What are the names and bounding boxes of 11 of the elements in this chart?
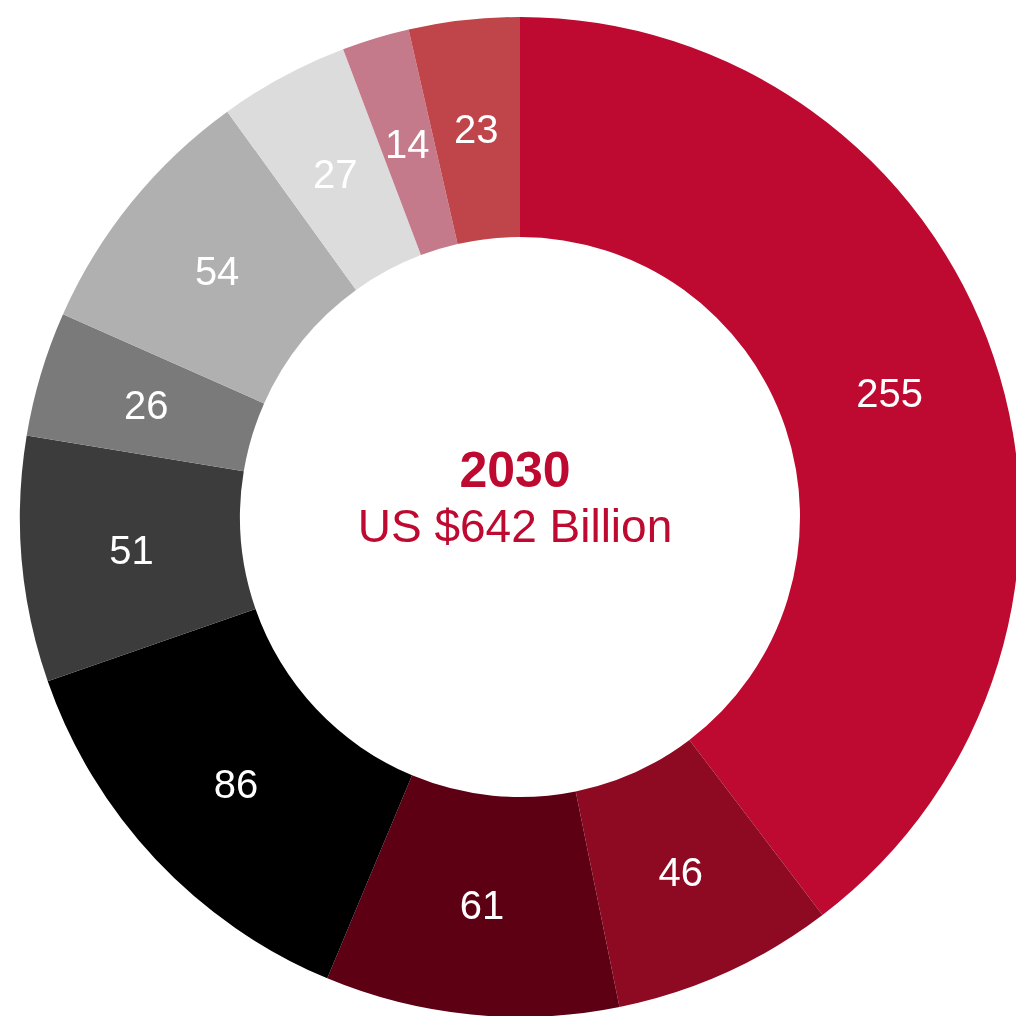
data-label: 23 <box>454 107 499 152</box>
data-label: 46 <box>658 850 704 895</box>
text: 2030 <box>458 442 572 498</box>
data-label: 14 <box>385 121 430 166</box>
data-label: 255 <box>856 370 923 415</box>
data-label: 86 <box>213 762 259 807</box>
data-label: 54 <box>194 249 240 294</box>
text: US $642 Billion <box>356 499 674 554</box>
data-label: 61 <box>459 883 505 928</box>
data-label: 51 <box>109 528 154 573</box>
data-label: 26 <box>124 383 169 428</box>
